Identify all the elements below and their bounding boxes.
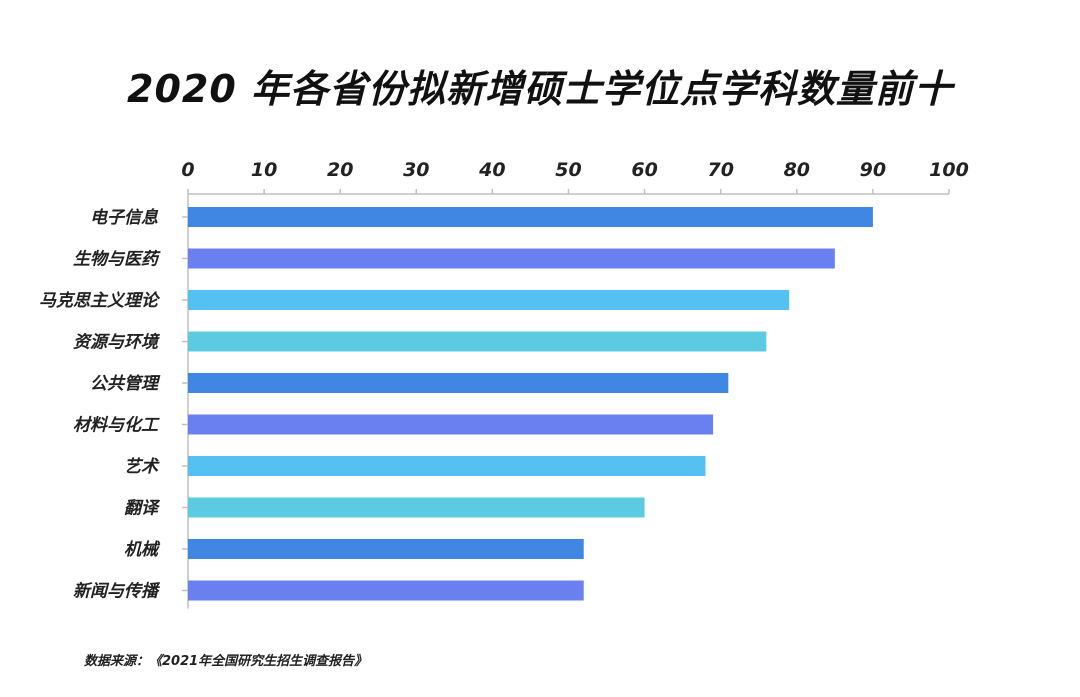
- x-tick-label: 100: [929, 159, 969, 181]
- x-tick-label: 20: [327, 159, 353, 181]
- bar: [188, 456, 706, 476]
- x-tick-label: 50: [555, 159, 581, 181]
- category-labels: 电子信息生物与医药马克思主义理论资源与环境公共管理材料与化工艺术翻译机械新闻与传…: [39, 208, 161, 602]
- x-tick-label: 90: [860, 159, 886, 181]
- x-tick-label: 10: [251, 159, 277, 181]
- x-tick-label: 30: [403, 159, 429, 181]
- x-tick-label: 70: [707, 159, 733, 181]
- category-label: 机械: [124, 540, 161, 560]
- x-tick-label: 60: [631, 159, 657, 181]
- bar: [188, 580, 584, 601]
- bar: [188, 248, 835, 269]
- category-label: 公共管理: [90, 374, 161, 394]
- category-label: 资源与环境: [73, 333, 160, 353]
- bar: [188, 207, 873, 227]
- bar: [188, 331, 767, 352]
- bar: [188, 414, 714, 435]
- category-label: 翻译: [124, 499, 161, 519]
- x-tick-label: 40: [478, 159, 505, 181]
- category-label: 生物与医药: [73, 250, 161, 270]
- category-label: 新闻与传播: [73, 582, 161, 602]
- category-label: 艺术: [124, 457, 160, 477]
- bar: [188, 373, 729, 393]
- category-label: 电子信息: [90, 208, 159, 228]
- bar: [188, 497, 645, 518]
- x-axis: 0 10 20 30 40 50 60 70 80 90 100: [181, 159, 969, 609]
- category-label: 马克思主义理论: [39, 291, 161, 311]
- x-tick-label: 80: [784, 159, 810, 181]
- x-tick-label: 0: [181, 159, 194, 181]
- bars: [188, 207, 873, 601]
- category-label: 材料与化工: [73, 416, 160, 436]
- source-note: 数据来源：《2021年全国研究生招生调查报告》: [84, 654, 368, 669]
- bar: [188, 539, 584, 559]
- bar: [188, 290, 790, 310]
- chart-title: 2020 年各省份拟新增硕士学位点学科数量前十: [127, 67, 953, 111]
